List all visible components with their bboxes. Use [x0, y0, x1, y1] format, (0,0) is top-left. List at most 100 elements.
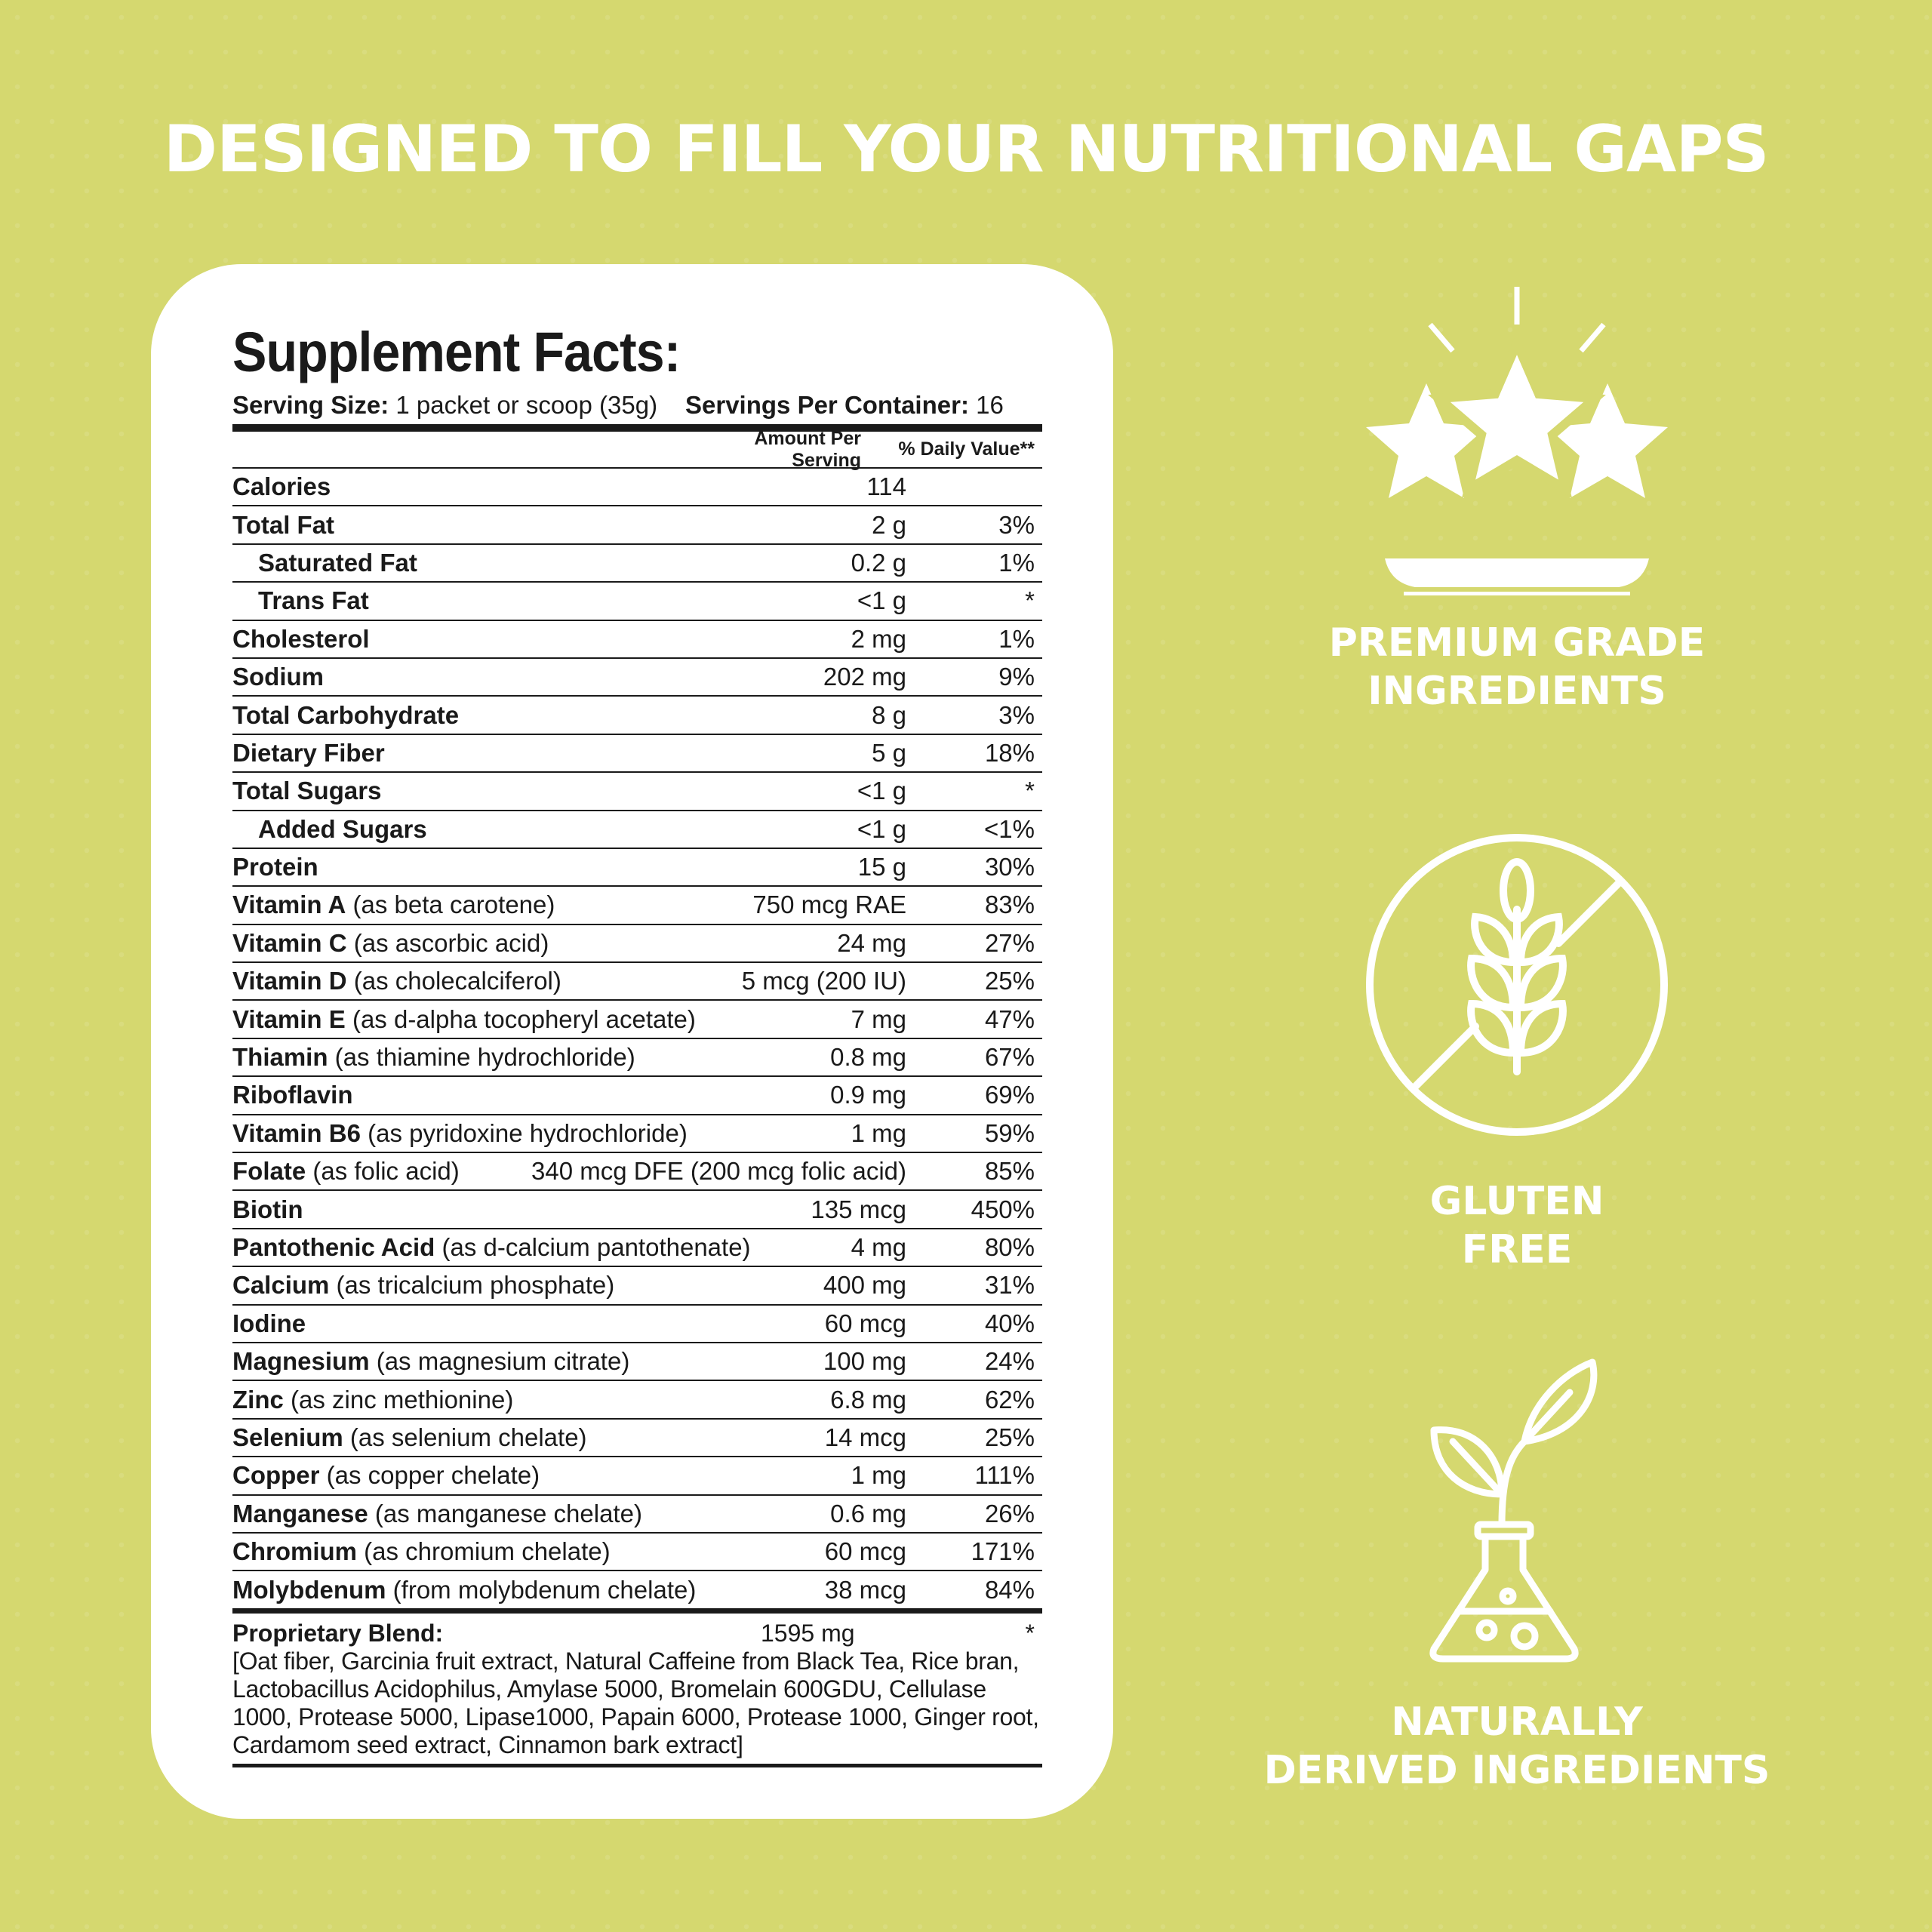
nutrient-name: Calcium [232, 1271, 330, 1300]
badge-label-premium: PREMIUM GRADE INGREDIENTS [1215, 619, 1819, 715]
nutrient-daily-value: 171% [971, 1537, 1035, 1566]
nutrient-amount: 202 mg [823, 663, 906, 691]
nutrient-name-cell: Calcium (as tricalcium phosphate) [232, 1271, 823, 1300]
nutrient-daily-value: 1% [998, 548, 1035, 577]
nutrient-row: Vitamin A (as beta carotene) 750 mcg RAE 8… [232, 887, 1042, 925]
nutrient-row: Manganese (as manganese chelate) 0.6 mg 26… [232, 1496, 1042, 1534]
nutrient-name-cell: Vitamin C (as ascorbic acid) [232, 929, 837, 958]
badge-gluten-free: GLUTEN FREE [1215, 826, 1819, 1274]
nutrient-name: Pantothenic Acid [232, 1233, 435, 1261]
nutrient-source: (as zinc methionine) [283, 1385, 514, 1414]
nutrient-daily-value: 9% [998, 663, 1035, 691]
servings-per-container: Servings Per Container: 16 [685, 391, 1004, 420]
nutrient-daily-value: 62% [984, 1385, 1035, 1414]
nutrient-row: Thiamin (as thiamine hydrochloride) 0.8 m… [232, 1039, 1042, 1078]
nutrient-amount: 15 g [857, 853, 906, 881]
nutrient-name-cell: Total Carbohydrate [232, 701, 872, 730]
nutrient-source: (as pyridoxine hydrochloride) [360, 1118, 688, 1147]
nutrient-daily-value: 25% [984, 967, 1035, 995]
nutrient-name-cell: Calories [232, 472, 866, 501]
nutrient-daily-value: 18% [984, 738, 1035, 767]
nutrient-source: (as d-calcium pantothenate) [435, 1233, 751, 1261]
nutrient-daily-value: 59% [984, 1118, 1035, 1147]
nutrient-amount: 14 mcg [824, 1423, 906, 1451]
nutrient-amount: 7 mg [851, 1004, 906, 1033]
nutrient-name-cell: Molybdenum (from molybdenum chelate) [232, 1576, 825, 1604]
nutrient-source: (as d-alpha tocopheryl acetate) [345, 1004, 696, 1033]
nutrient-name: Folate [232, 1157, 306, 1186]
badge-premium-line1: PREMIUM GRADE [1328, 620, 1706, 666]
nutrient-name: Total Carbohydrate [232, 700, 460, 729]
serving-info: Serving Size: 1 packet or scoop (35g) Se… [232, 386, 1042, 432]
nutrient-amount: 5 g [872, 738, 906, 767]
nutrient-source: (from molybdenum chelate) [386, 1575, 697, 1604]
nutrient-name: Vitamin B6 [232, 1118, 361, 1147]
nutrient-amount: 400 mg [823, 1271, 906, 1300]
nutrient-name-cell: Copper (as copper chelate) [232, 1461, 851, 1490]
nutrient-name-cell: Chromium (as chromium chelate) [232, 1537, 825, 1566]
nutrient-name: Vitamin A [232, 891, 346, 919]
nutrient-source: (as thiamine hydrochloride) [328, 1043, 635, 1072]
nutrient-daily-value: * [1025, 586, 1035, 615]
badge-gluten-line2: FREE [1461, 1227, 1573, 1272]
nutrient-name-cell: Selenium (as selenium chelate) [232, 1423, 825, 1452]
nutrient-row: Selenium (as selenium chelate) 14 mcg 25% [232, 1420, 1042, 1458]
nutrient-row: Total Sugars <1 g * [232, 773, 1042, 811]
nutrient-amount: 100 mg [823, 1347, 906, 1376]
nutrient-row: Calcium (as tricalcium phosphate) 400 mg 3… [232, 1267, 1042, 1306]
nutrient-amount: <1 g [857, 814, 906, 843]
blend-name: Proprietary Blend: [232, 1619, 444, 1647]
nutrient-amount: 0.2 g [851, 548, 906, 577]
nutrient-amount: 340 mcg DFE (200 mcg folic acid) [531, 1157, 906, 1186]
nutrient-daily-value: * [1025, 777, 1035, 805]
nutrient-name: Total Sugars [232, 777, 382, 805]
gluten-free-icon [1366, 834, 1668, 1136]
nutrient-row: Cholesterol 2 mg 1% [232, 621, 1042, 659]
nutrient-daily-value: <1% [984, 814, 1035, 843]
nutrient-name: Manganese [232, 1499, 368, 1527]
nutrient-row: Protein 15 g 30% [232, 849, 1042, 888]
nutrient-name: Thiamin [232, 1043, 328, 1072]
nutrient-amount: 2 g [872, 510, 906, 539]
nutrient-daily-value: 27% [984, 928, 1035, 957]
nutrient-name-cell: Iodine [232, 1309, 825, 1338]
nutrient-amount: 135 mcg [811, 1195, 906, 1223]
nutrient-daily-value: 83% [984, 891, 1035, 919]
nutrient-daily-value: 47% [984, 1004, 1035, 1033]
nutrient-source: (as selenium chelate) [343, 1423, 587, 1451]
nutrient-name: Saturated Fat [258, 548, 417, 577]
nutrient-name-cell: Biotin [232, 1195, 811, 1224]
amount-column-header: Amount Per Serving [754, 427, 861, 471]
nutrient-amount: 0.6 mg [830, 1499, 906, 1527]
nutrient-name: Added Sugars [258, 814, 427, 843]
nutrient-row: Total Fat 2 g 3% [232, 506, 1042, 545]
nutrient-name-cell: Vitamin D (as cholecalciferol) [232, 967, 742, 995]
nutrient-name: Cholesterol [232, 624, 370, 653]
nutrient-name-cell: Protein [232, 853, 858, 881]
nutrient-row: Riboflavin 0.9 mg 69% [232, 1077, 1042, 1115]
serving-size: Serving Size: 1 packet or scoop (35g) [232, 391, 685, 420]
nutrient-row: Magnesium (as magnesium citrate) 100 mg 24… [232, 1343, 1042, 1382]
nutrient-daily-value: 67% [984, 1043, 1035, 1072]
plant-flask-icon [1429, 1358, 1598, 1663]
nutrient-amount: 1 mg [851, 1118, 906, 1147]
badge-label-gluten: GLUTEN FREE [1215, 1177, 1819, 1274]
nutrient-row: Biotin 135 mcg 450% [232, 1191, 1042, 1229]
nutrient-name: Total Fat [232, 510, 335, 539]
nutrient-daily-value: 450% [971, 1195, 1035, 1223]
nutrient-name-cell: Vitamin B6 (as pyridoxine hydrochloride) [232, 1119, 851, 1148]
nutrient-amount: 60 mcg [824, 1309, 906, 1337]
supplement-facts-card: Supplement Facts: Serving Size: 1 packet… [151, 264, 1113, 1819]
nutrient-name: Molybdenum [232, 1575, 386, 1604]
nutrient-name-cell: Magnesium (as magnesium citrate) [232, 1347, 823, 1376]
nutrient-amount: 4 mg [851, 1233, 906, 1261]
badge-naturally-derived: NATURALLY DERIVED INGREDIENTS [1215, 1358, 1819, 1795]
nutrient-row: Chromium (as chromium chelate) 60 mcg 171% [232, 1534, 1042, 1572]
badge-label-natural: NATURALLY DERIVED INGREDIENTS [1215, 1698, 1819, 1795]
stars-icon [1366, 287, 1668, 595]
nutrient-daily-value: 84% [984, 1575, 1035, 1604]
nutrient-source: (as chromium chelate) [357, 1537, 611, 1566]
nutrient-name: Trans Fat [258, 586, 369, 615]
serving-size-label: Serving Size: [232, 391, 389, 419]
nutrient-daily-value: 80% [984, 1233, 1035, 1261]
